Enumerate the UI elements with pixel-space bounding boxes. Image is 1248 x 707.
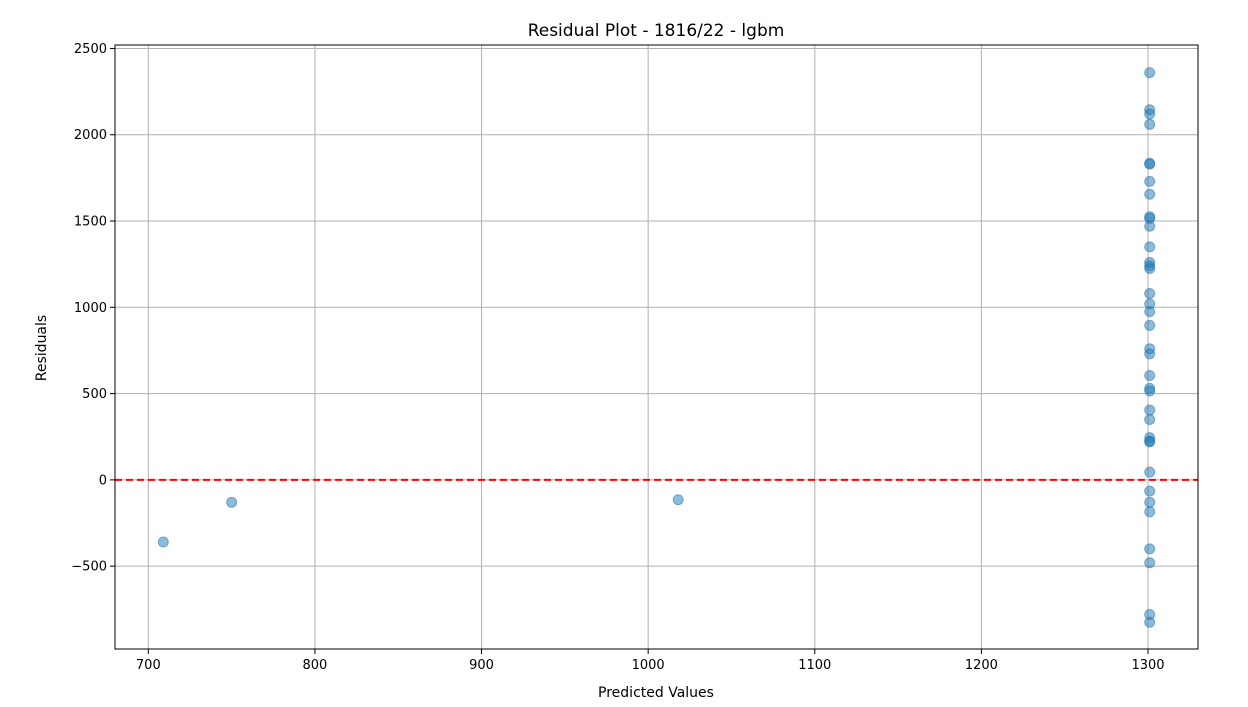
data-point	[1144, 175, 1156, 187]
data-point	[1144, 241, 1156, 253]
x-tick-label: 900	[469, 658, 494, 673]
data-point	[1144, 319, 1156, 331]
data-point	[1144, 496, 1156, 508]
x-tick-label: 1100	[798, 658, 831, 673]
y-tick-label: −500	[71, 560, 107, 575]
y-axis-ticks: −500 0 500 1000 1500 2000 2500	[71, 42, 115, 575]
data-point	[1144, 466, 1156, 478]
x-tick-label: 800	[303, 658, 328, 673]
data-point	[226, 496, 238, 508]
data-point	[1144, 404, 1156, 416]
data-point	[1144, 262, 1156, 274]
data-point	[1144, 369, 1156, 381]
y-tick-label: 500	[82, 387, 107, 402]
data-point	[1144, 220, 1156, 232]
y-tick-label: 1000	[74, 301, 107, 316]
data-point	[1144, 506, 1156, 518]
data-point	[1144, 306, 1156, 318]
y-tick-label: 0	[99, 473, 107, 488]
data-point	[1144, 67, 1156, 79]
y-tick-label: 2000	[74, 128, 107, 143]
data-point	[1144, 485, 1156, 497]
x-tick-label: 1300	[1131, 658, 1164, 673]
data-point	[1144, 118, 1156, 130]
data-point	[1144, 158, 1156, 170]
data-point	[1144, 288, 1156, 300]
data-point	[1144, 348, 1156, 360]
grid	[115, 45, 1198, 649]
data-point	[1144, 108, 1156, 120]
x-axis-label: Predicted Values	[598, 685, 714, 701]
x-tick-label: 700	[136, 658, 161, 673]
y-axis-label: Residuals	[34, 315, 50, 381]
data-point	[1144, 543, 1156, 555]
data-point	[157, 536, 169, 548]
data-point	[1144, 436, 1156, 448]
data-point	[1144, 188, 1156, 200]
data-point	[1144, 413, 1156, 425]
data-points	[157, 67, 1156, 628]
x-tick-label: 1200	[965, 658, 998, 673]
x-axis-ticks: 700 800 900 1000 1100 1200 1300	[136, 649, 1165, 673]
data-point	[1144, 616, 1156, 628]
data-point	[1144, 557, 1156, 569]
plot-frame	[114, 44, 1199, 650]
y-tick-label: 1500	[74, 215, 107, 230]
chart-title: Residual Plot - 1816/22 - lgbm	[528, 21, 785, 41]
y-tick-label: 2500	[74, 42, 107, 57]
x-tick-label: 1000	[632, 658, 665, 673]
data-point	[672, 494, 684, 506]
data-point	[1144, 385, 1156, 397]
